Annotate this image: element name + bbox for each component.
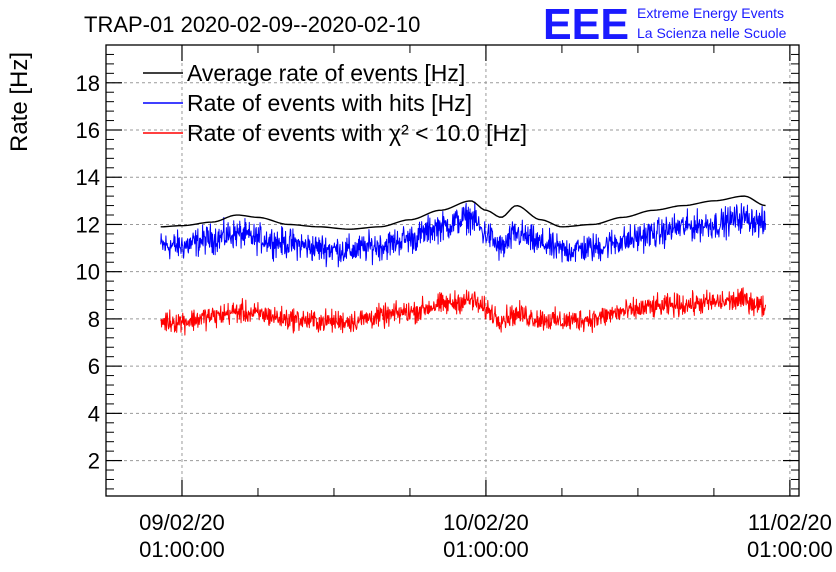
y-tick-label: 18 <box>76 71 100 96</box>
y-tick-label: 10 <box>76 260 100 285</box>
legend-label: Average rate of events [Hz] <box>187 60 465 86</box>
x-tick-label-time: 01:00:00 <box>443 537 529 562</box>
y-tick-label: 12 <box>76 212 100 237</box>
y-tick-label: 6 <box>88 354 100 379</box>
y-axis-label: Rate [Hz] <box>6 52 33 152</box>
axis-labels: 2468101214161809/02/2001:00:0010/02/2001… <box>76 71 833 562</box>
x-tick-label-date: 11/02/20 <box>748 510 832 535</box>
series-layer <box>160 195 767 336</box>
legend-label: Rate of events with χ² < 10.0 [Hz] <box>187 120 527 146</box>
series-line <box>160 201 767 268</box>
x-tick-label-date: 10/02/20 <box>443 510 529 535</box>
axis-ticks <box>106 44 799 496</box>
x-tick-label-time: 01:00:00 <box>747 537 833 562</box>
y-tick-label: 8 <box>88 307 100 332</box>
series-line <box>160 287 767 336</box>
y-tick-label: 16 <box>76 118 100 143</box>
chart-title: TRAP-01 2020-02-09--2020-02-10 <box>84 12 420 37</box>
eee-logo: EEE Extreme Energy Events La Scienza nel… <box>543 0 787 49</box>
legend: Average rate of events [Hz] Rate of event… <box>143 60 527 146</box>
plot-frame <box>105 44 800 497</box>
x-tick-label-time: 01:00:00 <box>139 537 225 562</box>
logo-line-2: La Scienza nelle Scuole <box>637 25 787 41</box>
y-tick-label: 4 <box>88 401 100 426</box>
logo-line-1: Extreme Energy Events <box>637 5 784 21</box>
y-tick-label: 14 <box>76 165 100 190</box>
logo-mark: EEE <box>543 0 629 49</box>
series-line <box>160 195 766 230</box>
x-tick-label-date: 09/02/20 <box>139 510 225 535</box>
y-tick-label: 2 <box>88 449 100 474</box>
legend-label: Rate of events with hits [Hz] <box>187 90 472 116</box>
